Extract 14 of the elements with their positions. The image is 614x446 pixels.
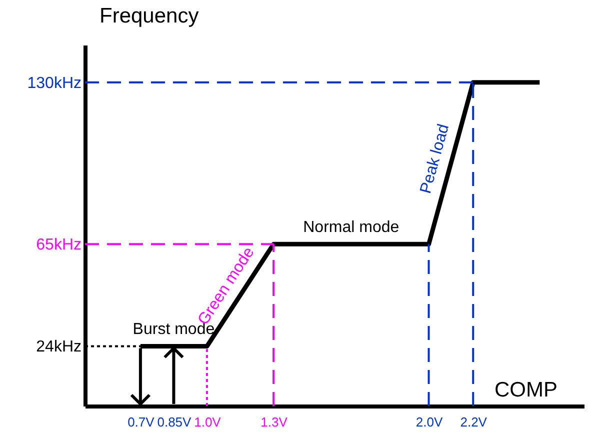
x-tick-label: 0.7V xyxy=(128,414,155,430)
annotation: Burst mode xyxy=(132,321,215,338)
x-tick-label: 0.85V xyxy=(157,414,192,430)
annotation: Normal mode xyxy=(303,219,400,236)
x-tick-label: 2.2V xyxy=(460,414,488,430)
y-axis-title: Frequency xyxy=(100,4,200,28)
y-tick-label: 130kHz xyxy=(27,74,82,92)
x-axis-title: COMP xyxy=(494,378,558,402)
annotation: Peak load xyxy=(417,122,453,196)
x-tick-label: 1.3V xyxy=(260,414,288,430)
y-tick-label: 65kHz xyxy=(36,236,82,254)
x-tick-label: 1.0V xyxy=(194,414,222,430)
x-tick-label: 2.0V xyxy=(416,414,443,430)
y-tick-label: 24kHz xyxy=(36,338,82,356)
